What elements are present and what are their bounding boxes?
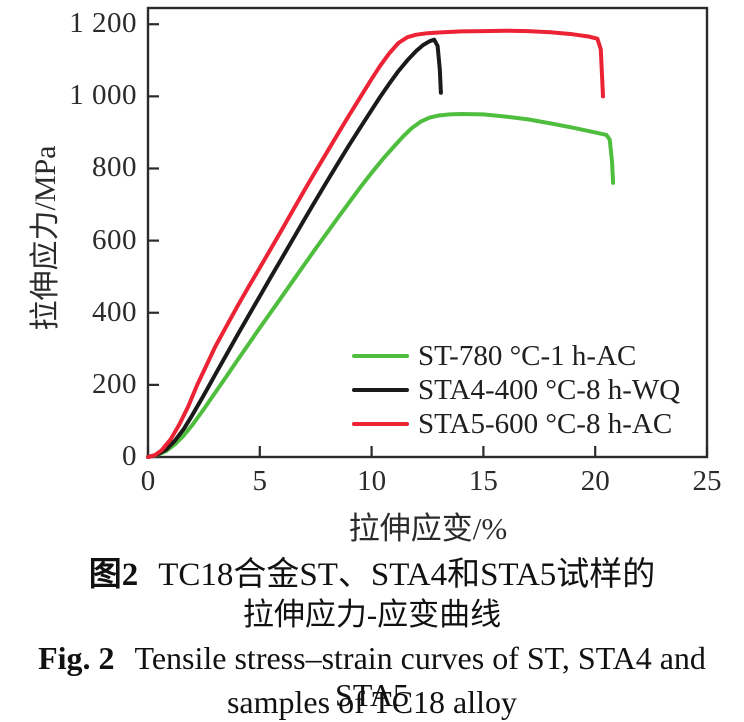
y-tick-label: 1 200 [69,7,137,40]
y-tick-label: 200 [92,367,137,400]
legend-label: ST-780 °C-1 h-AC [418,339,637,372]
caption-chinese-line2: 拉伸应力-应变曲线 [242,597,502,632]
legend-line-black-icon [352,388,409,392]
x-axis-title: 拉伸应变/% [348,511,508,546]
legend-line-green-icon [352,354,409,358]
y-tick-label: 400 [92,295,137,328]
caption-en-text: Tensile stress–strain curves of ST, STA4… [134,640,706,713]
x-tick-label: 10 [357,465,387,497]
y-tick-label: 600 [92,223,137,256]
legend-item-st: ST-780 °C-1 h-AC [352,341,680,371]
y-tick-label: 0 [122,439,137,472]
x-tick-label: 20 [580,465,610,497]
caption-cn-text: TC18合金ST、STA4和STA5试样的 [158,557,656,593]
y-tick-label: 800 [92,151,137,184]
legend-line-red-icon [352,422,409,426]
x-tick-label: 15 [468,465,498,497]
caption-cn-number: 图2 [88,557,139,593]
y-axis-title: 拉伸应力/MPa [29,145,62,331]
caption-en-number: Fig. 2 [38,640,115,676]
x-tick-label: 5 [252,465,268,497]
legend: ST-780 °C-1 h-AC STA4-400 °C-8 h-WQ STA5… [352,341,680,439]
legend-label: STA5-600 °C-8 h-AC [418,407,673,440]
caption-chinese-line1: 图2 TC18合金ST、STA4和STA5试样的 [0,557,744,595]
legend-item-sta4: STA4-400 °C-8 h-WQ [352,375,680,405]
x-tick-label: 0 [140,465,156,497]
caption-english-line2: samples of TC18 alloy [226,684,518,720]
x-tick-label: 25 [692,465,722,497]
stress-strain-plot [146,6,709,459]
y-tick-label: 1 000 [69,79,137,112]
legend-item-sta5: STA5-600 °C-8 h-AC [352,409,680,439]
caption-english-line1: Fig. 2 Tensile stress–strain curves of ST… [0,640,744,714]
legend-label: STA4-400 °C-8 h-WQ [418,373,681,406]
